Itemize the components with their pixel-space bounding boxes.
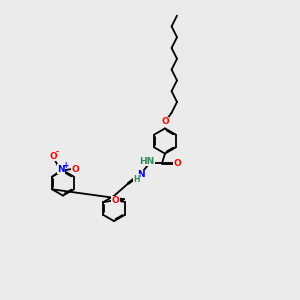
Text: HN: HN (140, 157, 154, 166)
Text: O: O (161, 117, 169, 126)
Text: O: O (112, 196, 119, 205)
Text: O: O (49, 152, 57, 161)
Text: -: - (56, 148, 59, 157)
Text: +: + (62, 160, 69, 169)
Text: O: O (71, 165, 79, 174)
Text: O: O (174, 159, 182, 168)
Text: N: N (57, 165, 65, 174)
Text: N: N (137, 170, 145, 179)
Text: H: H (134, 175, 140, 184)
